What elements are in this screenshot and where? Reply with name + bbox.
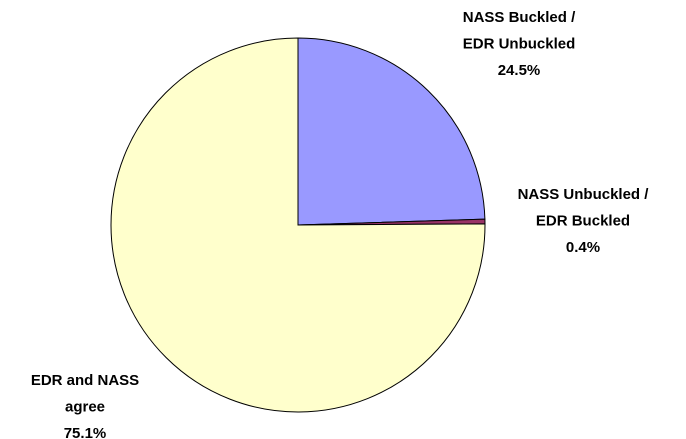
slice-label: NASS Buckled / [463,9,576,26]
pie-slice [297,37,486,226]
value-label: 24.5% [498,62,541,79]
slice-label: EDR Unbuckled [463,35,576,52]
slice-label: agree [65,398,105,415]
value-label: 75.1% [64,425,107,439]
slice-label: EDR and NASS [31,372,139,389]
pie-slice [110,37,486,413]
slice-label: NASS Unbuckled / [518,186,650,203]
slice-label: EDR Buckled [536,212,630,229]
value-label: 0.4% [566,239,600,256]
